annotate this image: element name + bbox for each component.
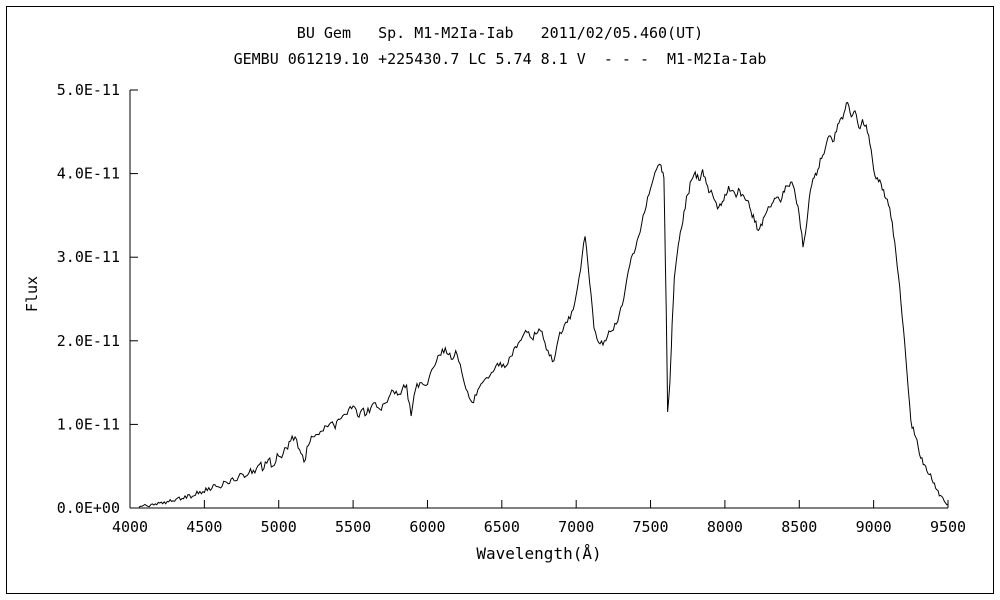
x-tick-label: 8500 (781, 518, 817, 536)
y-tick-label: 5.0E-11 (57, 81, 120, 99)
x-axis-label: Wavelength(Å) (476, 544, 602, 563)
x-tick-label: 4000 (112, 518, 148, 536)
x-tick-label: 7000 (558, 518, 594, 536)
x-tick-label: 5500 (335, 518, 371, 536)
y-tick-label: 4.0E-11 (57, 165, 120, 183)
y-tick-label: 2.0E-11 (57, 332, 120, 350)
spectrum-line (138, 101, 948, 508)
x-tick-label: 8000 (707, 518, 743, 536)
x-tick-label: 5000 (261, 518, 297, 536)
x-tick-label: 9000 (856, 518, 892, 536)
x-tick-label: 4500 (186, 518, 222, 536)
chart-title: BU Gem Sp. M1-M2Ia-Iab 2011/02/05.460(UT… (296, 24, 704, 42)
chart-subtitle: GEMBU 061219.10 +225430.7 LC 5.74 8.1 V … (233, 50, 767, 68)
x-tick-label: 6500 (484, 518, 520, 536)
y-tick-label: 1.0E-11 (57, 415, 120, 433)
y-axis-label: Flux (23, 275, 42, 313)
y-tick-label: 0.0E+00 (57, 499, 120, 517)
x-tick-label: 6000 (409, 518, 445, 536)
x-tick-label: 9500 (930, 518, 966, 536)
x-tick-label: 7500 (632, 518, 668, 536)
y-tick-label: 3.0E-11 (57, 248, 120, 266)
